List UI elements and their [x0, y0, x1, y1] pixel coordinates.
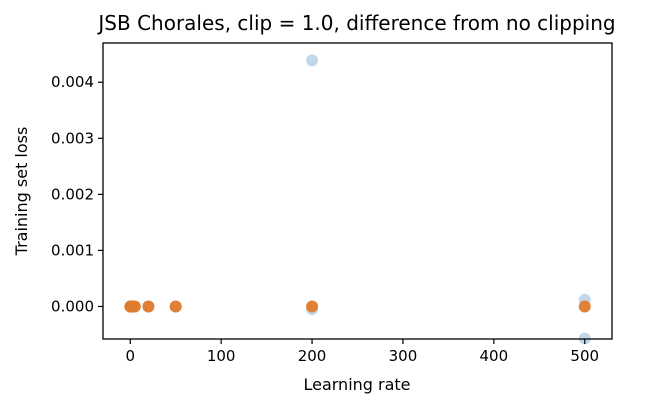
x-tick-label: 500 — [570, 347, 599, 365]
series-1-point-6 — [306, 300, 319, 313]
y-tick-label: 0.000 — [51, 297, 94, 315]
y-tick-label: 0.003 — [51, 129, 94, 147]
y-axis-ticks: 0.000 0.001 0.002 0.003 0.004 — [51, 73, 103, 315]
series-1-point-5 — [169, 300, 182, 313]
data-points — [124, 54, 591, 345]
y-axis-label: Training set loss — [12, 127, 31, 257]
series-1-point-7 — [578, 300, 591, 313]
y-tick-label: 0.004 — [51, 73, 94, 91]
series-1-point-3 — [128, 300, 141, 313]
x-axis-ticks: 0 100 200 300 400 500 — [125, 339, 599, 365]
y-tick-label: 0.002 — [51, 185, 94, 203]
y-tick-label: 0.001 — [51, 241, 94, 259]
x-tick-label: 0 — [125, 347, 135, 365]
x-tick-label: 200 — [298, 347, 327, 365]
series-0-point-6 — [306, 54, 319, 67]
x-tick-label: 300 — [389, 347, 418, 365]
chart-title: JSB Chorales, clip = 1.0, difference fro… — [96, 11, 615, 35]
x-tick-label: 400 — [480, 347, 509, 365]
x-tick-label: 100 — [207, 347, 236, 365]
series-1-point-4 — [142, 300, 155, 313]
x-axis-label: Learning rate — [303, 375, 410, 394]
plot-area-frame — [102, 42, 613, 340]
